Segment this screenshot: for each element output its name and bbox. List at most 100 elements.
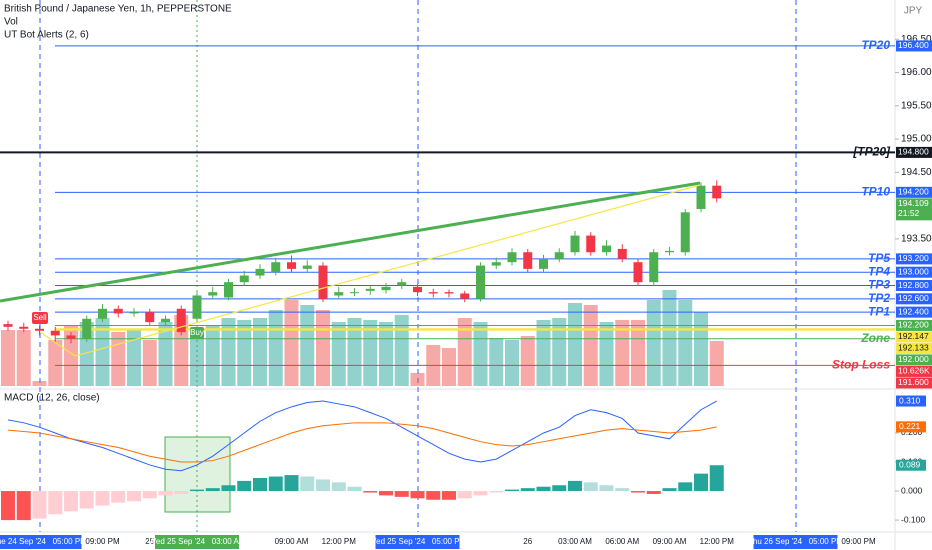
x-tick-label: Wed 25 Sep '24 03:00 AM: [149, 537, 246, 546]
volume-bar: [174, 314, 189, 386]
price-label: 194.109: [898, 198, 929, 208]
price-label: 193.200: [898, 253, 929, 263]
trend-line: [39, 184, 701, 357]
x-tick-label: 25: [145, 537, 154, 546]
volume-bar: [190, 330, 204, 386]
candle-body: [554, 252, 564, 259]
volume-bar: [662, 290, 677, 386]
x-label-box: [0, 535, 82, 549]
histogram-bar: [158, 491, 173, 496]
x-tick-label: Tue 24 Sep '24 05:00 PM: [0, 537, 87, 546]
candle-body: [318, 265, 328, 299]
histogram-bar: [615, 488, 630, 492]
level-label: TP10: [861, 185, 890, 199]
level-label: Stop Loss: [832, 358, 890, 372]
y-tick-label: -0.100: [901, 514, 925, 524]
volume-bar: [48, 339, 63, 386]
macd-title: MACD (12, 26, close): [4, 393, 100, 404]
level-label: Zone: [860, 331, 890, 345]
price-label: 192.133: [898, 343, 929, 353]
volume-bar: [694, 312, 708, 386]
candle-body: [523, 252, 533, 269]
y-tick-label: 194.500: [901, 167, 932, 178]
volume-bar: [457, 317, 472, 386]
histogram-bar: [64, 491, 78, 512]
price-label: 192.200: [898, 320, 929, 330]
candle-body: [19, 326, 29, 329]
macd-label: 0.089: [899, 459, 921, 469]
candle-body: [665, 250, 674, 253]
volume-bar: [331, 322, 346, 386]
candle-body: [602, 245, 611, 253]
candle-body: [98, 308, 107, 319]
histogram-bar: [142, 491, 157, 499]
candle-body: [255, 268, 265, 276]
histogram-bar: [127, 491, 141, 502]
candle-body: [397, 282, 407, 286]
content: 196.500 196.000 195.500 195.000 194.500 193.5…: [0, 34, 932, 549]
price-label: 194.800: [898, 147, 929, 157]
volume-bar: [599, 322, 614, 386]
macd-label-box: [896, 459, 926, 471]
candle-body: [696, 185, 706, 209]
highlight-box: [164, 436, 231, 513]
histogram-bar: [284, 475, 299, 492]
volume-bar: [442, 348, 456, 386]
candle-body: [3, 324, 13, 327]
candle-body: [129, 312, 139, 314]
volume-bar: [363, 319, 378, 386]
volume-bar: [16, 330, 31, 386]
price-label-box: [896, 306, 932, 318]
histogram-bar: [1, 491, 15, 521]
histogram-bar: [347, 486, 362, 492]
histogram-bar: [16, 491, 31, 521]
x-tick-label: 03:00 AM: [558, 537, 592, 546]
price-label-box: [896, 342, 932, 354]
volume-bar: [505, 339, 519, 386]
x-tick-label: 06:00 AM: [605, 537, 639, 546]
y-tick-label: 196.000: [901, 67, 932, 78]
histogram-bar: [331, 482, 346, 492]
x-tick-label: 26: [523, 537, 532, 546]
histogram-bar: [32, 491, 47, 519]
candle-body: [224, 282, 233, 298]
histogram-bar: [457, 491, 472, 499]
price-label-box: [896, 377, 932, 389]
volume-bar: [394, 314, 409, 386]
candle-body: [539, 258, 548, 269]
volume-bar: [300, 305, 315, 386]
signal-box: [32, 312, 48, 324]
histogram-bar: [520, 488, 535, 492]
price-label-box: [896, 266, 932, 278]
countdown: 21:52: [898, 208, 920, 218]
volume-bar: [284, 300, 299, 386]
y-tick-label: 193.500: [901, 234, 932, 245]
candle-body: [145, 312, 155, 323]
histogram-bar: [709, 465, 724, 492]
x-tick-label: Thu 26 Sep '24 05:00 PM: [748, 537, 843, 546]
y-tick-label: 0.000: [901, 485, 923, 495]
candle-body: [712, 185, 722, 199]
price-label-box: [896, 365, 932, 377]
candle-body: [365, 288, 375, 291]
x-tick-label: 09:00 PM: [841, 537, 876, 546]
x-label-box: [375, 535, 460, 549]
price-label: 192.147: [898, 331, 929, 341]
histogram-bar: [253, 477, 267, 492]
y-tick-label: 195.000: [901, 134, 932, 145]
trend-line: [0, 181, 701, 303]
histogram-bar: [111, 491, 126, 503]
currency: JPY: [904, 6, 923, 17]
histogram-bar: [190, 489, 204, 492]
candle-body: [586, 235, 596, 253]
price-label-box: [896, 253, 932, 265]
candle-body: [413, 286, 422, 293]
volume-bar: [253, 317, 267, 386]
candle-body: [428, 292, 438, 294]
histogram-bar: [489, 491, 504, 493]
candle-body: [570, 235, 580, 253]
price-label-box: [896, 293, 932, 305]
price-label: 191.600: [898, 377, 929, 387]
candle-body: [476, 265, 485, 299]
